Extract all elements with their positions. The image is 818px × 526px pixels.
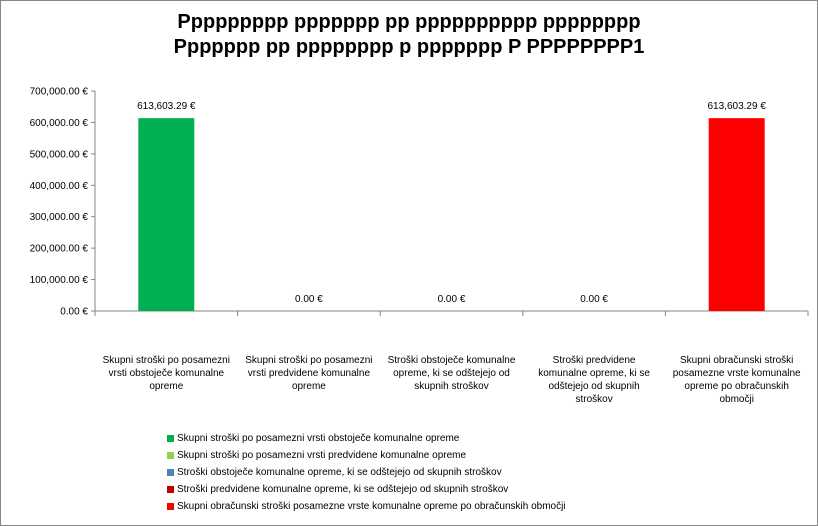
legend-item: Skupni stroški po posamezni vrsti predvi…	[167, 447, 566, 464]
bar	[708, 118, 765, 311]
data-label: 613,603.29 €	[708, 101, 767, 112]
x-category-label: Stroški obstoječe komunalne opreme, ki s…	[387, 355, 516, 392]
y-tick-label: 200,000.00 €	[30, 244, 89, 255]
y-tick-label: 400,000.00 €	[30, 181, 89, 192]
legend-swatch	[167, 469, 174, 476]
legend-label: Stroški obstoječe komunalne opreme, ki s…	[177, 467, 502, 478]
legend-item: Skupni stroški po posamezni vrsti obstoj…	[167, 430, 566, 447]
legend-label: Skupni obračunski stroški posamezne vrst…	[177, 501, 566, 512]
bar	[138, 118, 195, 311]
x-category-label: Stroški predvidene komunalne opreme, ki …	[538, 355, 650, 405]
x-category-label: Skupni stroški po posamezni vrsti predvi…	[245, 355, 373, 392]
chart-title: Ppppppppp ppppppp pp pppppppppp pppppppp…	[0, 10, 818, 60]
y-tick-label: 500,000.00 €	[30, 149, 89, 160]
legend-label: Skupni stroški po posamezni vrsti predvi…	[177, 450, 467, 461]
data-label: 613,603.29 €	[137, 101, 196, 112]
chart-title-line-2: Ppppppp pp pppppppp p ppppppp P PPPPPPPP…	[173, 36, 645, 58]
legend: Skupni stroški po posamezni vrsti obstoj…	[167, 430, 566, 515]
y-tick-label: 300,000.00 €	[30, 212, 89, 223]
legend-swatch	[167, 503, 174, 510]
legend-label: Stroški predvidene komunalne opreme, ki …	[177, 484, 509, 495]
y-tick-label: 600,000.00 €	[30, 118, 89, 129]
legend-swatch	[167, 452, 174, 459]
y-tick-label: 0.00 €	[60, 307, 88, 318]
legend-swatch	[167, 435, 174, 442]
legend-label: Skupni stroški po posamezni vrsti obstoj…	[177, 433, 460, 444]
y-tick-label: 700,000.00 €	[30, 87, 89, 98]
data-label: 0.00 €	[295, 294, 323, 305]
y-tick-label: 100,000.00 €	[30, 275, 89, 286]
data-label: 0.00 €	[580, 294, 608, 305]
data-label: 0.00 €	[438, 294, 466, 305]
x-category-label: Skupni obračunski stroški posamezne vrst…	[672, 355, 801, 405]
legend-item: Stroški predvidene komunalne opreme, ki …	[167, 481, 566, 498]
legend-item: Stroški obstoječe komunalne opreme, ki s…	[167, 464, 566, 481]
legend-item: Skupni obračunski stroški posamezne vrst…	[167, 498, 566, 515]
chart-title-line-1: Ppppppppp ppppppp pp pppppppppp pppppppp	[177, 11, 641, 33]
legend-swatch	[167, 486, 174, 493]
x-category-label: Skupni stroški po posamezni vrsti obstoj…	[102, 355, 230, 392]
